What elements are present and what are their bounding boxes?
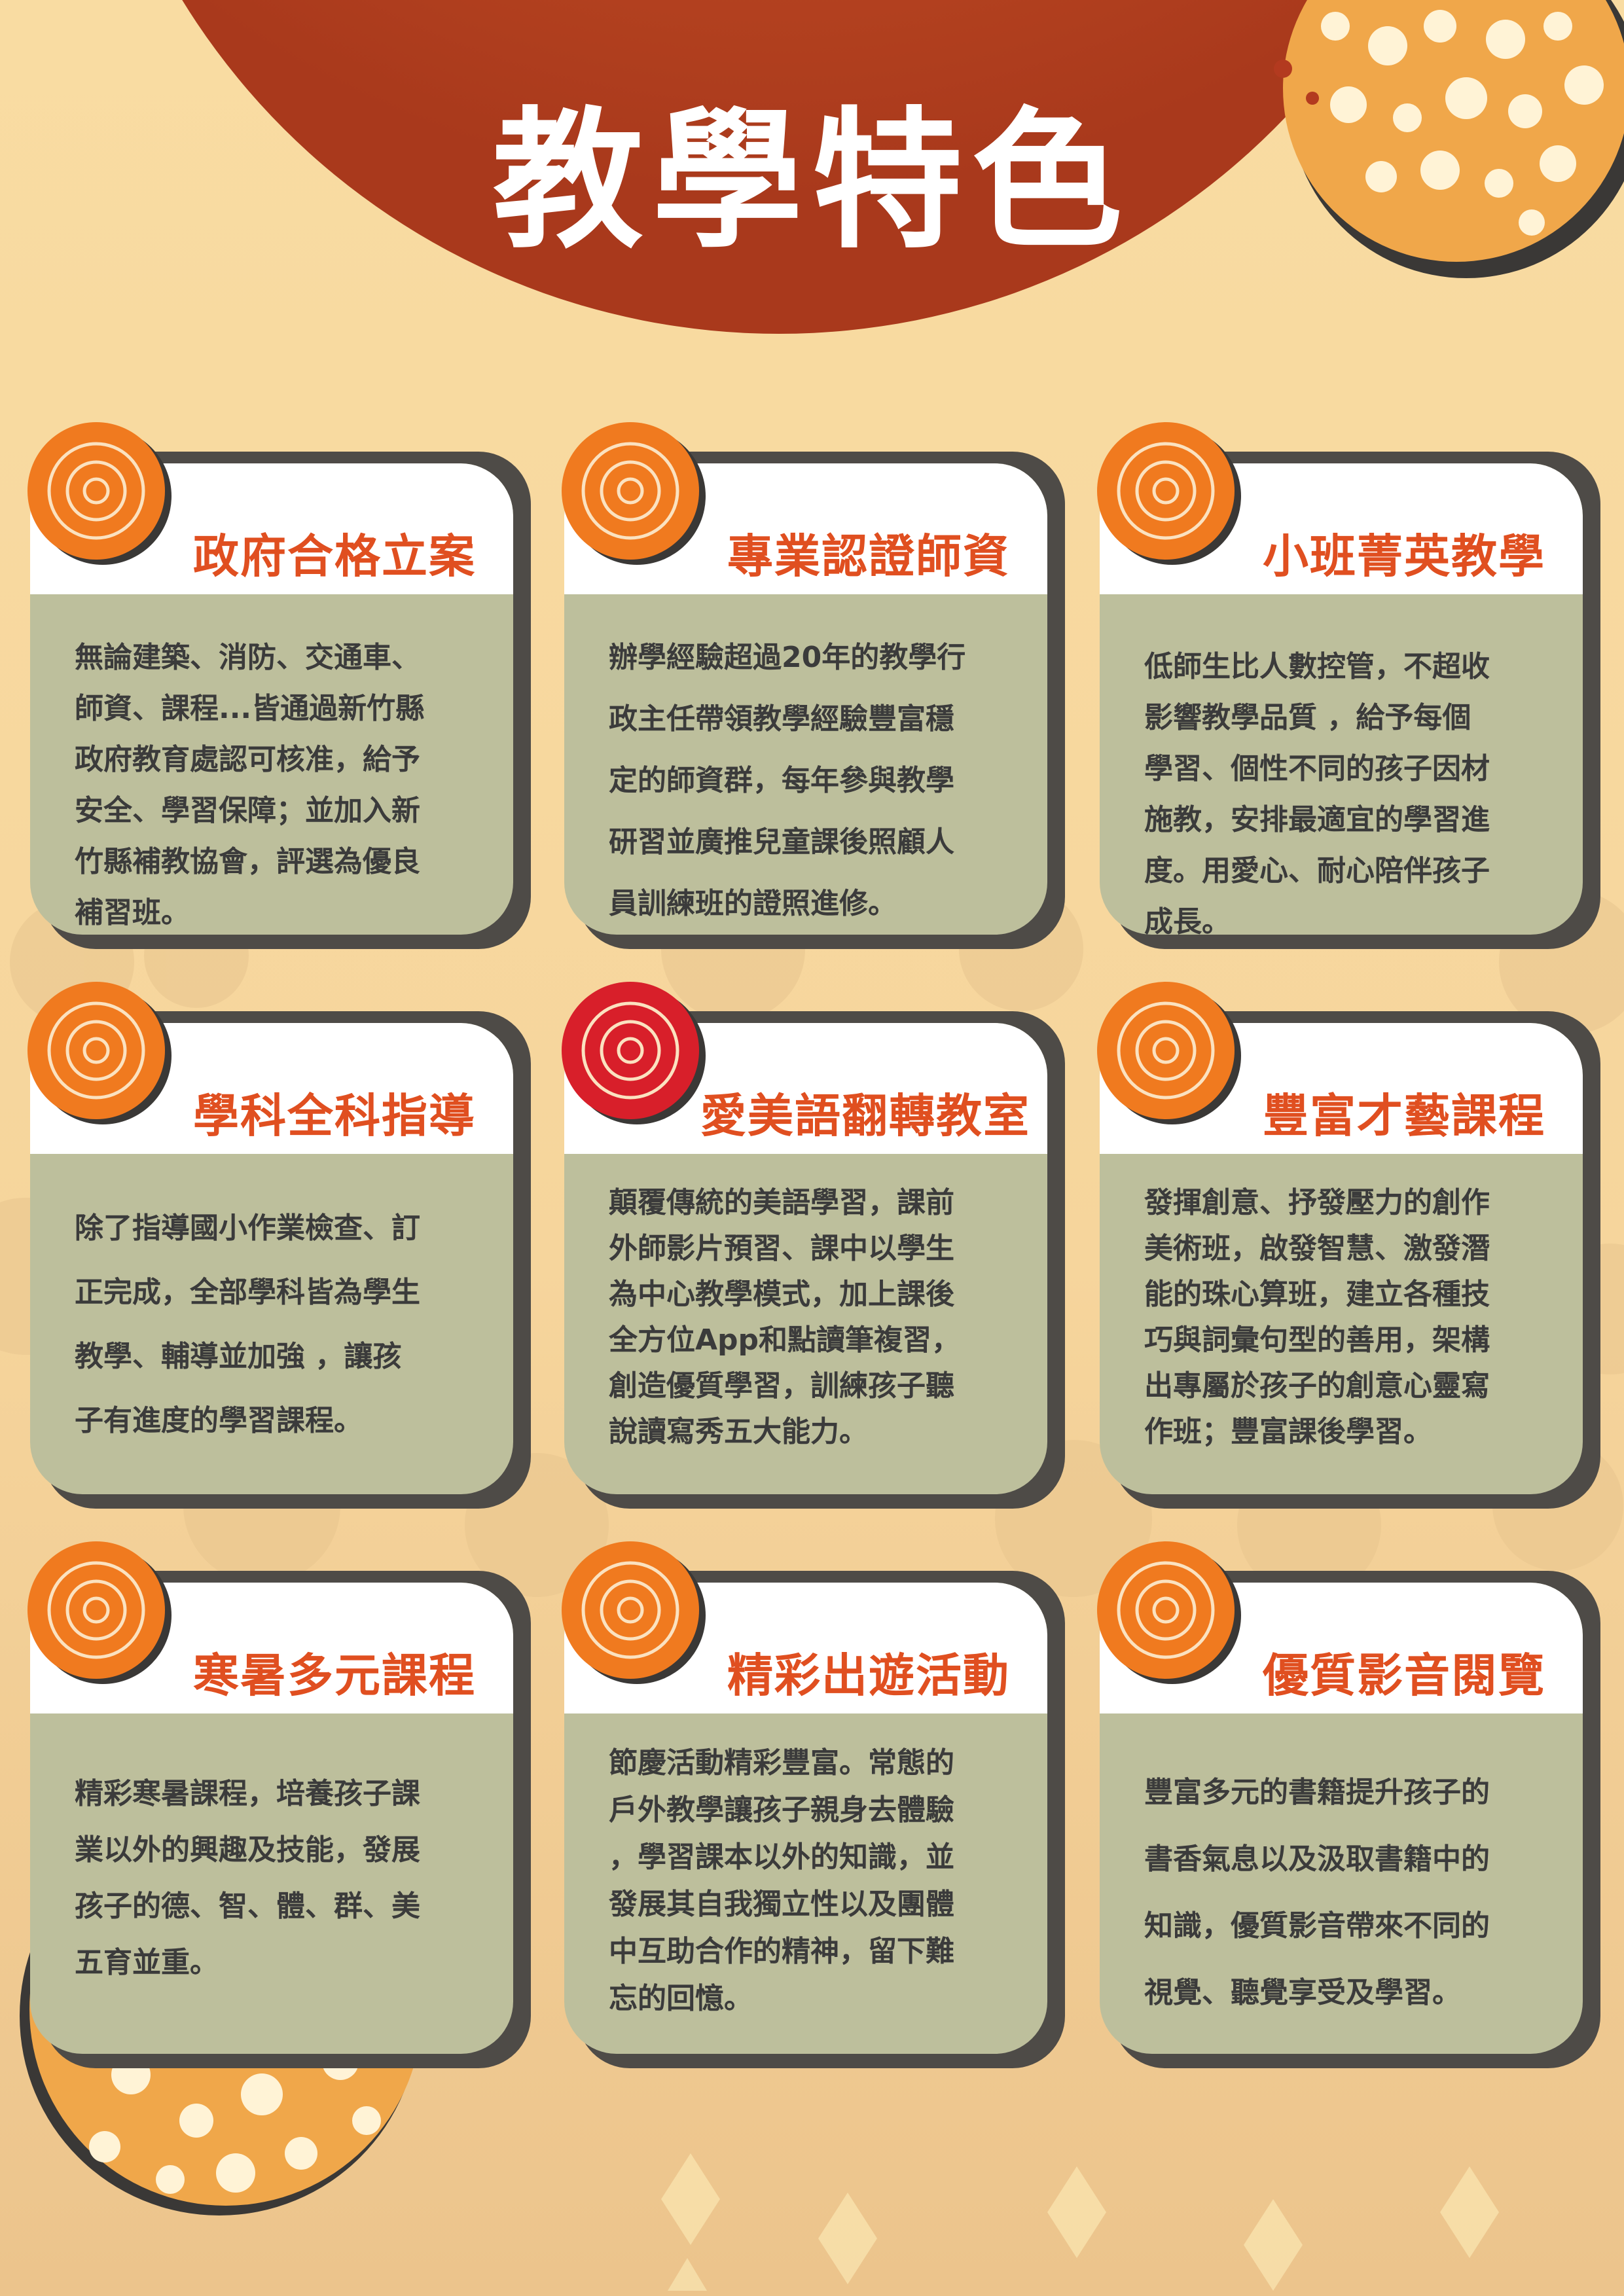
swirl-badge-icon [562, 422, 706, 565]
swirl-badge-icon [27, 422, 171, 565]
feature-card-english-classroom: 愛美語翻轉教室 顛覆傳統的美語學習，課前 外師影片預習、課中以學生 為中心教學模… [562, 982, 1065, 1509]
card-title: 精彩出遊活動 [727, 1649, 1010, 1702]
feature-card-license: 政府合格立案 無論建築、消防、交通車、 師資、課程...皆通過新竹縣 政府教育處… [27, 422, 531, 949]
swirl-badge-icon [27, 982, 171, 1124]
feature-card-teachers: 專業認證師資 辦學經驗超過20年的教學行 政主任帶領教學經驗豐富穩 定的師資群，… [562, 422, 1065, 949]
swirl-badge-icon [1097, 1541, 1241, 1684]
feature-card-outings: 精彩出遊活動 節慶活動精彩豐富。常態的 戶外教學讓孩子親身去體驗 ，學習課本以外… [562, 1541, 1065, 2068]
swirl-badge-icon [1097, 422, 1241, 565]
swirl-badge-icon [1097, 982, 1241, 1124]
card-title: 優質影音閱覽 [1263, 1649, 1545, 1702]
feature-card-holiday-courses: 寒暑多元課程 精彩寒暑課程，培養孩子課 業以外的興趣及技能，發展 孩子的德、智、… [27, 1541, 531, 2068]
card-description: 節慶活動精彩豐富。常態的 戶外教學讓孩子親身去體驗 ，學習課本以外的知識，並 發… [609, 1746, 954, 2015]
card-title: 專業認證師資 [727, 529, 1010, 583]
swirl-badge-icon-red [562, 982, 706, 1124]
card-description: 辦學經驗超過20年的教學行 政主任帶領教學經驗豐富穩 定的師資群，每年參與教學 … [609, 641, 966, 920]
feature-card-talent-courses: 豐富才藝課程 發揮創意、抒發壓力的創作 美術班，啟發智慧、激發潛 能的珠心算班，… [1097, 982, 1600, 1509]
card-title: 政府合格立案 [193, 529, 476, 583]
card-title: 寒暑多元課程 [193, 1649, 476, 1702]
feature-card-all-subjects: 學科全科指導 除了指導國小作業檢查、訂 正完成，全部學科皆為學生 教學、輔導並加… [27, 982, 531, 1509]
card-description: 顛覆傳統的美語學習，課前 外師影片預習、課中以學生 為中心教學模式，加上課後 全… [609, 1186, 961, 1448]
card-description: 發揮創意、抒發壓力的創作 美術班，啟發智慧、激發潛 能的珠心算班，建立各種技 巧… [1144, 1186, 1490, 1448]
card-description: 除了指導國小作業檢查、訂 正完成，全部學科皆為學生 教學、輔導並加強 ，讓孩 子… [75, 1211, 420, 1437]
card-title: 豐富才藝課程 [1263, 1089, 1545, 1143]
feature-card-small-class: 小班菁英教學 低師生比人數控管，不超收 影響教學品質 ，給予每個 學習、個性不同… [1097, 422, 1600, 949]
card-description: 豐富多元的書籍提升孩子的 書香氣息以及汲取書籍中的 知識，優質影音帶來不同的 視… [1144, 1776, 1490, 2009]
page-title: 教學特色 [492, 94, 1132, 269]
card-description: 無論建築、消防、交通車、 師資、課程...皆通過新竹縣 政府教育處認可核准，給予… [75, 641, 425, 929]
card-title: 小班菁英教學 [1263, 529, 1545, 583]
swirl-badge-icon [27, 1541, 171, 1684]
card-title: 愛美語翻轉教室 [700, 1089, 1030, 1143]
card-description: 精彩寒暑課程，培養孩子課 業以外的興趣及技能，發展 孩子的德、智、體、群、美 五… [75, 1777, 420, 1979]
swirl-badge-icon [562, 1541, 706, 1684]
card-title: 學科全科指導 [193, 1089, 476, 1143]
card-description: 低師生比人數控管，不超收 影響教學品質 ，給予每個 學習、個性不同的孩子因材 施… [1144, 650, 1490, 935]
feature-card-media-reading: 優質影音閱覽 豐富多元的書籍提升孩子的 書香氣息以及汲取書籍中的 知識，優質影音… [1097, 1541, 1600, 2068]
